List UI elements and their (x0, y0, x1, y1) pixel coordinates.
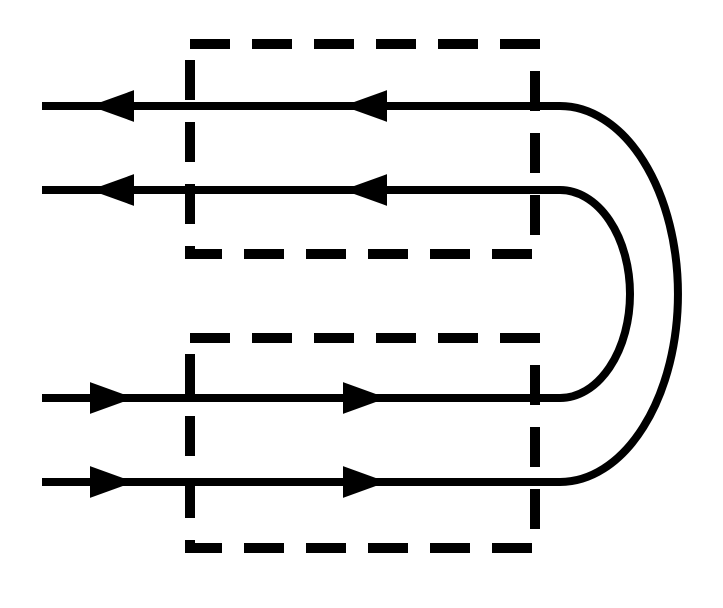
flow-diagram (0, 0, 723, 608)
